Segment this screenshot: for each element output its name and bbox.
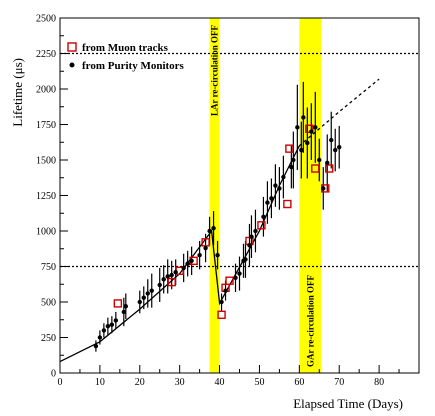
purity-monitor-point xyxy=(329,137,334,143)
purity-monitor-point xyxy=(253,228,258,234)
y-tick-label: 0 xyxy=(51,369,56,380)
fit-line-dashed xyxy=(298,78,380,147)
fit-line-solid xyxy=(59,145,300,363)
purity-monitor-point xyxy=(309,129,314,134)
purity-monitor-point xyxy=(243,257,248,262)
purity-monitor-point xyxy=(301,115,306,120)
purity-monitor-point xyxy=(321,186,326,191)
x-tick-label: 50 xyxy=(254,377,264,388)
purity-monitor-point xyxy=(305,140,310,146)
purity-monitor-point xyxy=(261,214,266,219)
purity-monitor-point xyxy=(337,145,342,150)
x-axis-title: Elapsed Time (Days) xyxy=(293,396,403,411)
muon-track-point xyxy=(113,299,123,308)
purity-monitor-point xyxy=(215,252,220,258)
purity-monitor-point xyxy=(185,261,190,266)
muon-track-point xyxy=(311,164,320,173)
purity-monitor-point xyxy=(273,183,278,188)
muon-track-point xyxy=(167,277,176,287)
purity-monitor-point xyxy=(97,335,103,340)
purity-monitor-point xyxy=(299,147,304,153)
purity-monitor-point xyxy=(289,164,294,170)
x-tick-label: 70 xyxy=(334,377,344,388)
purity-monitor-point xyxy=(281,174,286,180)
muon-track-point xyxy=(325,164,334,173)
purity-monitor-point xyxy=(93,343,99,349)
purity-monitor-point xyxy=(149,288,154,293)
y-tick-label: 500 xyxy=(41,298,56,309)
purity-monitor-point xyxy=(269,196,274,201)
x-tick-label: 60 xyxy=(294,377,304,388)
axes-layer: 0 10 20 30 40 50 60 70 80 0 250 500 750 1000 1250 1500 1… xyxy=(36,14,420,388)
muon-track-point xyxy=(217,310,226,319)
data-points-layer xyxy=(93,115,342,349)
legend-label: from Purity Monitors xyxy=(82,60,185,72)
purity-monitor-point xyxy=(169,272,174,278)
bands-layer: LAr re-circulation OFF GAr re-circulation… xyxy=(210,18,322,373)
purity-monitor-point xyxy=(313,125,318,130)
purity-monitor-point xyxy=(101,328,107,333)
legend-marker-circle xyxy=(69,62,75,68)
y-tick-label: 1500 xyxy=(36,156,56,167)
x-tick-label: 30 xyxy=(175,377,185,388)
legend: from Muon tracks from Purity Monitors xyxy=(67,42,185,72)
legend-marker-square xyxy=(67,42,77,52)
purity-monitor-point xyxy=(277,186,282,191)
y-tick-label: 250 xyxy=(41,333,56,344)
purity-monitor-point xyxy=(109,322,115,327)
muon-track-point xyxy=(283,199,292,209)
purity-monitor-point xyxy=(247,243,252,248)
y-tick-label: 1250 xyxy=(36,191,56,202)
y-tick-label: 2000 xyxy=(36,85,56,96)
y-axis-title: Lifetime (μs) xyxy=(10,58,25,127)
purity-monitor-point xyxy=(157,282,162,288)
band-0 xyxy=(209,18,220,373)
purity-monitor-point xyxy=(223,288,228,293)
x-tick-label: 20 xyxy=(135,377,145,388)
y-tick-label: 1000 xyxy=(36,227,56,238)
purity-monitor-point xyxy=(181,265,186,271)
x-tick-label: 40 xyxy=(215,377,225,388)
purity-monitor-point xyxy=(219,299,224,305)
y-tick-label: 2250 xyxy=(36,49,56,60)
band-label-1: GAr re-circulation OFF xyxy=(305,275,315,367)
legend-label: from Muon tracks xyxy=(82,42,169,54)
band-label-0: LAr re-circulation OFF xyxy=(210,24,220,115)
purity-monitor-point xyxy=(161,277,166,282)
x-tick-label: 0 xyxy=(58,377,63,388)
x-tick-label: 10 xyxy=(95,377,105,388)
purity-monitor-point xyxy=(165,274,170,279)
y-tick-label: 2500 xyxy=(36,14,56,25)
purity-monitor-point xyxy=(123,304,129,309)
purity-monitor-point xyxy=(197,252,202,258)
purity-monitor-point xyxy=(141,295,146,300)
purity-monitor-point xyxy=(291,157,296,163)
purity-monitor-point xyxy=(207,228,212,234)
purity-monitor-point xyxy=(145,291,150,296)
purity-monitor-point xyxy=(237,271,242,276)
purity-monitor-point xyxy=(325,160,330,166)
purity-monitor-point xyxy=(113,318,119,323)
muon-track-point xyxy=(285,144,294,153)
x-tick-label: 80 xyxy=(374,377,384,388)
muon-track-point xyxy=(257,221,266,230)
purity-monitor-point xyxy=(333,147,338,153)
purity-monitor-point xyxy=(249,234,254,239)
purity-monitor-point xyxy=(189,258,194,264)
y-tick-label: 1750 xyxy=(36,120,56,131)
purity-monitor-point xyxy=(173,269,178,275)
y-tick-label: 750 xyxy=(41,262,56,273)
purity-monitor-point xyxy=(317,157,322,163)
purity-monitor-point xyxy=(265,200,270,205)
muon-track-point xyxy=(225,276,234,285)
reference-lines-layer xyxy=(60,52,419,268)
purity-monitor-point xyxy=(137,299,142,305)
purity-monitor-point xyxy=(295,125,300,130)
purity-monitor-point xyxy=(203,245,208,251)
purity-monitor-point xyxy=(211,225,216,231)
purity-monitor-point xyxy=(233,275,238,281)
purity-monitor-point xyxy=(121,309,127,315)
purity-monitor-point xyxy=(105,323,111,329)
